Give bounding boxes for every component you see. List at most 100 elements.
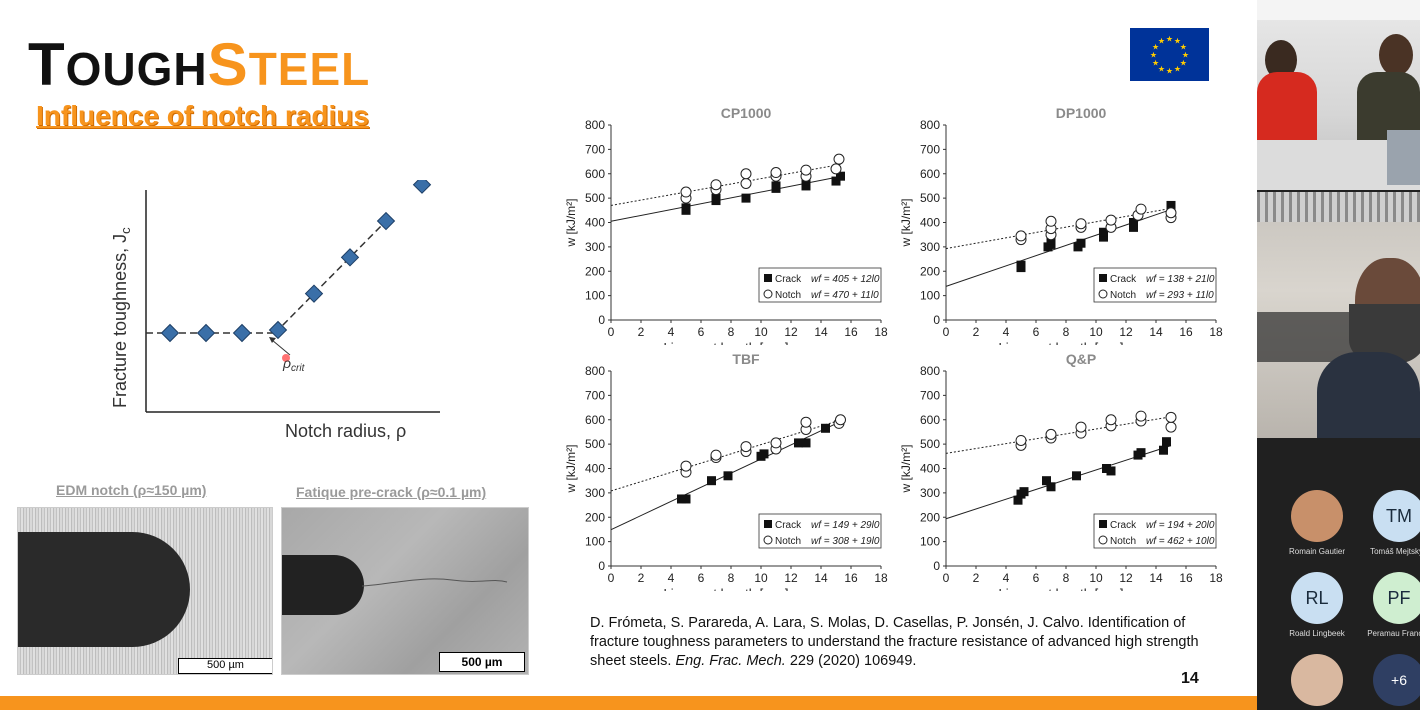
schematic-point-rise [304,284,324,303]
legend-crack-marker [1099,274,1107,282]
participant-panel: Romain Gautier TM Tomáš Mejtský (RL Roald L… [1257,0,1420,710]
eu-star: ★ [1174,37,1181,46]
participant-avatar: TM [1373,490,1420,542]
notch-data-point [1105,414,1117,426]
x-tick-label: 16 [844,571,858,585]
x-tick-label: 18 [1209,325,1223,339]
crack-data-point [1106,466,1116,476]
x-tick-label: 4 [1003,325,1010,339]
notch-data-point [1075,421,1087,433]
schematic-y-label: Fracture toughness, Jc [110,227,133,408]
x-tick-label: 10 [754,571,768,585]
crack-data-point [759,449,769,459]
crack-data-point [1162,437,1171,447]
participant-tile[interactable]: +6 [1359,654,1420,706]
crack-data-point [723,471,733,481]
participant-tile[interactable]: Romain Gautier [1277,490,1357,556]
crack-data-point [1129,222,1138,232]
participant-avatar [1291,654,1343,706]
participant-tile[interactable]: RL Roald Lingbeek [1277,572,1357,638]
chart-title: CP1000 [721,105,772,121]
crack-data-point [1019,487,1029,497]
y-tick-label: 500 [920,191,940,205]
video-tile-speaker[interactable] [1257,192,1420,438]
schematic-point-plateau [160,323,180,343]
speaker-body [1317,352,1420,438]
y-tick-label: 800 [920,118,940,132]
legend-crack-equation: wf = 405 + 12l0 [811,274,880,285]
participant-avatar: RL [1291,572,1343,624]
x-tick-label: 0 [608,325,615,339]
y-tick-label: 600 [585,413,605,427]
video-tile-room[interactable] [1257,0,1420,190]
eu-star: ★ [1180,43,1187,52]
x-tick-label: 8 [1063,571,1070,585]
x-tick-label: 16 [1179,571,1193,585]
y-tick-label: 700 [585,388,605,402]
notch-data-point [680,186,692,198]
crack-data-point [1166,200,1176,210]
participant-avatar: PF [1373,572,1420,624]
y-tick-label: 200 [920,510,940,524]
legend-notch-equation: wf = 308 + 19l0 [811,536,880,547]
y-tick-label: 800 [585,364,605,378]
y-tick-label: 600 [585,167,605,181]
x-tick-label: 6 [698,571,705,585]
crack-data-point [821,423,830,433]
cursor-pointer-dot [282,354,290,362]
legend-notch-equation: wf = 462 + 10l0 [1146,536,1215,547]
notch-data-point [800,164,812,176]
crack-data-point [707,476,716,486]
y-tick-label: 0 [598,313,605,327]
eu-star: ★ [1150,51,1157,60]
y-tick-label: 500 [920,437,940,451]
eu-star: ★ [1166,67,1173,76]
y-tick-label: 400 [585,462,605,476]
x-tick-label: 8 [1063,325,1070,339]
eu-star: ★ [1152,43,1159,52]
x-tick-label: 2 [638,325,645,339]
x-tick-label: 14 [814,325,828,339]
x-tick-label: 12 [784,325,798,339]
precrack-notch-shape [282,555,364,615]
person-head-2 [1379,34,1413,76]
participant-tile[interactable]: PF Peramau Frances [1359,572,1420,638]
participant-tile[interactable] [1277,654,1357,706]
x-tick-label: 18 [1209,571,1223,585]
notch-fit-line [610,163,841,206]
participant-tile[interactable]: TM Tomáš Mejtský ( [1359,490,1420,556]
chart-legend [1093,513,1217,549]
y-tick-label: 400 [585,216,605,230]
y-tick-label: 400 [920,462,940,476]
x-tick-label: 8 [728,325,735,339]
notch-data-point [1165,411,1177,423]
y-tick-label: 700 [920,142,940,156]
chart-title: TBF [732,351,760,367]
crack-data-point [681,203,691,213]
x-tick-label: 4 [668,571,675,585]
chart-legend [758,513,882,549]
legend-crack-equation: wf = 149 + 29l0 [811,520,880,531]
x-tick-label: 14 [1149,571,1163,585]
notch-data-point [1075,218,1087,230]
room-ceiling [1257,0,1420,20]
eu-star: ★ [1180,59,1187,68]
crack-data-point [801,438,811,448]
y-tick-label: 500 [585,437,605,451]
notch-data-point [1165,421,1177,433]
crack-data-point [1076,238,1086,248]
eu-star: ★ [1174,64,1181,73]
notch-data-point [835,414,846,426]
tbf-chart: TBF 0 100 200 300 400 500 600 700 800 0 2 4 6 8 10 12 14 1… [564,351,888,591]
person-body-1 [1257,72,1317,152]
x-tick-label: 16 [1179,325,1193,339]
edm-notch-label: EDM notch (ρ≈150 µm) [56,482,207,498]
participant-avatar [1291,490,1343,542]
crack-data-point [1042,476,1051,486]
legend-notch-label: Notch [1110,290,1136,301]
qp-chart: Q&P 0 100 200 300 400 500 600 700 800 0 2 4 6 8 10 12 14 1… [899,351,1223,591]
eu-flag-icon: ★ ★ ★ ★ ★ ★ ★ ★ ★ ★ ★ ★ [1130,28,1209,81]
y-tick-label: 600 [920,413,940,427]
eu-star: ★ [1166,35,1173,44]
presentation-slide: TOUGHSTEEL Influence of notch radius ★ ★ ★… [0,0,1257,710]
